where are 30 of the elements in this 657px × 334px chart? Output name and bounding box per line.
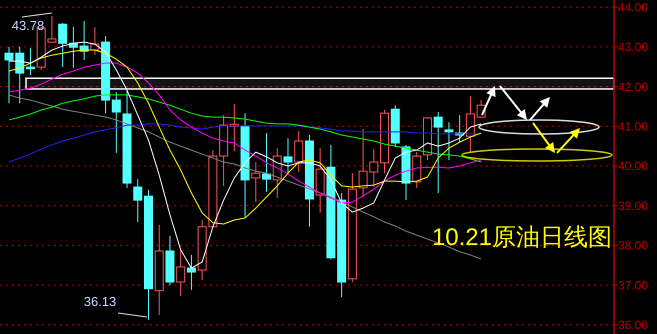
candlestick [198, 220, 207, 280]
candlestick [251, 162, 260, 203]
candlestick [101, 36, 110, 114]
line-series [8, 94, 482, 163]
candlestick [358, 128, 368, 198]
candlestick [283, 138, 292, 174]
candlestick [294, 130, 304, 172]
text: 10.21原油日线图 [432, 224, 612, 251]
y-tick-label: 42.00 [618, 80, 648, 94]
candlestick [176, 249, 186, 296]
candlestick [122, 90, 132, 188]
y-tick-label: 43.00 [618, 40, 648, 54]
candlestick [186, 254, 196, 290]
y-tick-label: 44.00 [618, 0, 648, 14]
annotation: 43.78 [12, 18, 44, 33]
y-tick-label: 41.00 [618, 119, 648, 134]
annotation: 36.13 [84, 294, 116, 309]
candlestick [262, 132, 272, 192]
y-tick-label: 36.00 [618, 318, 648, 332]
candlestick [444, 122, 454, 161]
line-series [8, 62, 482, 204]
y-tick-label: 39.00 [618, 198, 648, 213]
y-tick-label: 37.00 [618, 278, 648, 292]
candlestick [304, 134, 314, 228]
y-tick-label: 40.00 [618, 159, 648, 174]
candlestick [154, 224, 164, 316]
candlestick [240, 112, 250, 218]
y-tick-label: 38.00 [618, 238, 648, 253]
candlestick [316, 148, 325, 214]
candlestick [26, 48, 35, 76]
